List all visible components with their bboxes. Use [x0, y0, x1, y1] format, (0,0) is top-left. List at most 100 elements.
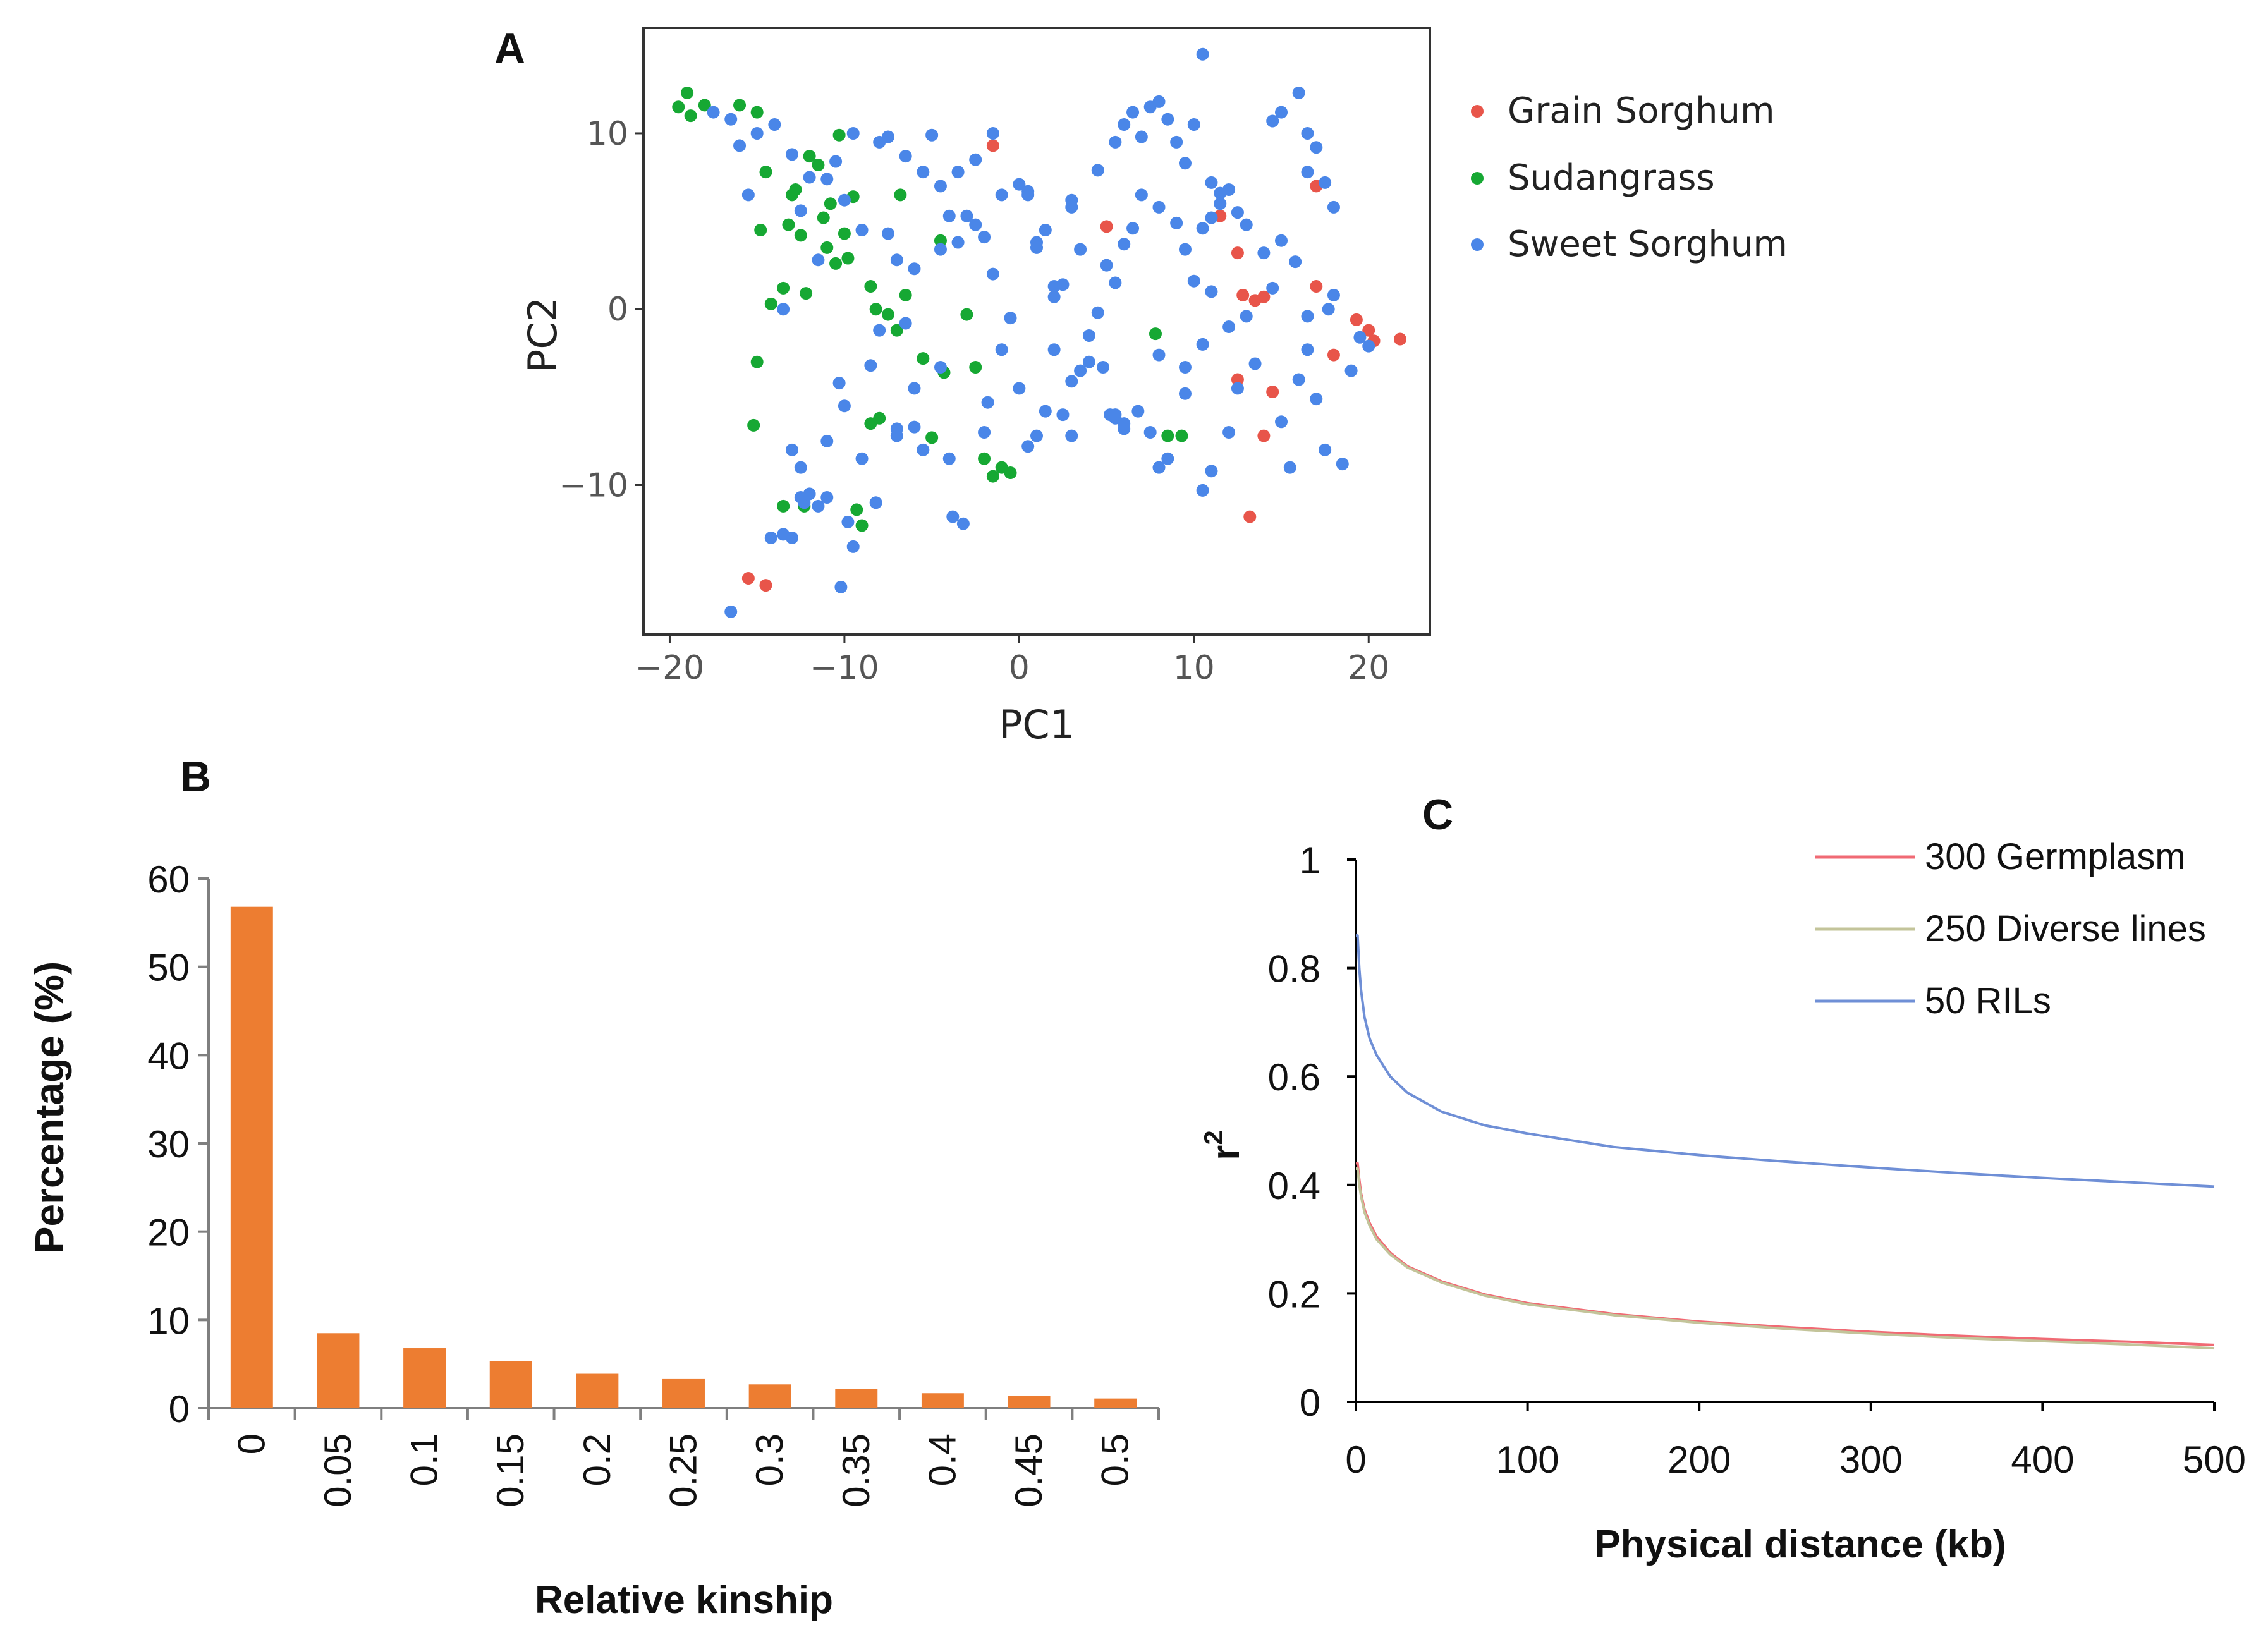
point-sweet-sorghum: [838, 193, 851, 207]
point-sudangrass: [764, 297, 777, 310]
panel-c-x-tick-label: 200: [1667, 1439, 1731, 1481]
panel-b-x-tick-label: 0.25: [662, 1433, 705, 1507]
point-sudangrass: [978, 452, 991, 465]
point-sweet-sorghum: [1310, 141, 1323, 154]
panel-c-y-axis-label-superscript: 2: [1198, 1130, 1228, 1145]
point-sweet-sorghum: [951, 236, 965, 249]
point-sweet-sorghum: [1327, 200, 1340, 214]
point-sweet-sorghum: [1100, 259, 1113, 272]
point-sweet-sorghum: [1013, 178, 1026, 191]
panel-a: A −20 −10 0 10 20 −10 0 10 PC1 PC2 Grain Sorghu…: [494, 25, 1788, 748]
panel-b-bars: 0 0.05 0.1 0.15 0.2 0.25 0.3 0.35 0.4 0.45 0.5: [230, 906, 1137, 1507]
point-sweet-sorghum: [1170, 135, 1183, 149]
point-sudangrass: [882, 308, 895, 321]
point-sweet-sorghum: [707, 106, 720, 119]
point-grain-sorghum: [1231, 246, 1244, 260]
point-sweet-sorghum: [855, 224, 869, 236]
point-sweet-sorghum: [724, 113, 738, 126]
point-sweet-sorghum: [846, 540, 860, 553]
point-sweet-sorghum: [1248, 357, 1262, 370]
panel-a-points: [672, 47, 1407, 618]
panel-c-y-axis-label: r2: [1198, 1130, 1248, 1160]
point-sudangrass: [841, 252, 855, 265]
point-sweet-sorghum: [864, 359, 877, 372]
legend-label-grain-sorghum: Grain Sorghum: [1508, 90, 1775, 131]
point-sweet-sorghum: [960, 209, 973, 222]
point-sweet-sorghum: [1205, 211, 1218, 224]
panel-a-y-tick-label: 0: [607, 291, 628, 329]
point-sudangrass: [777, 499, 790, 513]
point-sweet-sorghum: [1109, 408, 1122, 422]
point-sweet-sorghum: [951, 166, 965, 179]
bar-kinship-0-35: [835, 1389, 878, 1408]
point-sweet-sorghum: [1126, 106, 1140, 119]
point-grain-sorghum: [759, 579, 772, 592]
point-sweet-sorghum: [724, 605, 738, 618]
point-sweet-sorghum: [882, 227, 895, 240]
panel-c-x-tick-label: 300: [1839, 1439, 1903, 1481]
point-grain-sorghum: [1236, 288, 1250, 301]
point-sweet-sorghum: [1152, 95, 1166, 108]
point-sweet-sorghum: [812, 253, 825, 267]
point-sudangrass: [960, 308, 973, 321]
point-sweet-sorghum: [1178, 387, 1192, 400]
panel-a-x-tick-label: 10: [1173, 649, 1215, 687]
point-sudangrass: [925, 431, 939, 444]
bar-kinship-0-05: [317, 1333, 360, 1408]
point-sweet-sorghum: [869, 496, 882, 509]
point-grain-sorghum: [1362, 324, 1375, 337]
panel-c-x-tick-label: 500: [2183, 1439, 2246, 1481]
bar-kinship-0-1: [403, 1348, 446, 1408]
panel-b-x-tick-label: 0.3: [748, 1433, 791, 1486]
point-sudangrass: [1149, 327, 1162, 341]
point-sweet-sorghum: [1161, 113, 1174, 126]
point-sweet-sorghum: [1275, 234, 1288, 247]
bar-kinship-0-4: [921, 1393, 964, 1408]
point-sweet-sorghum: [899, 150, 912, 163]
point-sweet-sorghum: [1362, 339, 1375, 353]
panel-a-x-tick-label: 0: [1009, 649, 1030, 687]
panel-b-x-tick-label: 0.45: [1008, 1433, 1050, 1507]
point-sweet-sorghum: [1004, 312, 1017, 325]
point-sweet-sorghum: [890, 253, 903, 267]
point-sweet-sorghum: [1097, 361, 1110, 374]
point-sudangrass: [829, 257, 843, 270]
point-sweet-sorghum: [764, 531, 777, 544]
bar-kinship-0-25: [662, 1378, 705, 1408]
point-grain-sorghum: [1394, 332, 1407, 346]
point-sudangrass: [890, 324, 903, 337]
point-sudangrass: [850, 503, 863, 516]
panel-c-label: C: [1422, 791, 1453, 839]
panel-b-y-tick-label: 60: [147, 858, 190, 901]
point-grain-sorghum: [1327, 348, 1340, 362]
point-sudangrass: [794, 229, 807, 242]
point-sweet-sorghum: [1039, 405, 1052, 418]
point-sweet-sorghum: [1283, 461, 1296, 474]
panel-c-y-tick-label: 0.2: [1268, 1273, 1320, 1315]
point-sweet-sorghum: [1353, 331, 1367, 344]
point-sudangrass: [986, 470, 999, 483]
point-sweet-sorghum: [1152, 348, 1166, 362]
point-sweet-sorghum: [1065, 193, 1078, 207]
point-sweet-sorghum: [1021, 185, 1035, 198]
point-sweet-sorghum: [1152, 200, 1166, 214]
point-sudangrass: [803, 150, 816, 163]
point-sweet-sorghum: [1091, 306, 1104, 319]
panel-b-x-tick-label: 0: [230, 1433, 272, 1454]
point-sweet-sorghum: [1266, 281, 1279, 295]
point-sweet-sorghum: [794, 461, 807, 474]
point-sweet-sorghum: [832, 377, 846, 390]
point-sweet-sorghum: [1170, 216, 1183, 229]
point-sweet-sorghum: [1178, 157, 1192, 170]
point-sweet-sorghum: [1222, 320, 1236, 334]
legend-label-50-rils: 50 RILs: [1925, 980, 2051, 1021]
panel-c-y-tick-label: 1: [1300, 839, 1320, 882]
point-sweet-sorghum: [1214, 197, 1227, 210]
point-sweet-sorghum: [873, 324, 886, 337]
panel-a-plot-frame: [642, 27, 1431, 636]
panel-b-x-tick-label: 0.5: [1094, 1433, 1137, 1486]
point-sweet-sorghum: [1240, 310, 1253, 323]
point-sweet-sorghum: [956, 517, 970, 530]
panel-b-y-tick-label: 40: [147, 1035, 190, 1077]
point-sudangrass: [864, 280, 877, 293]
